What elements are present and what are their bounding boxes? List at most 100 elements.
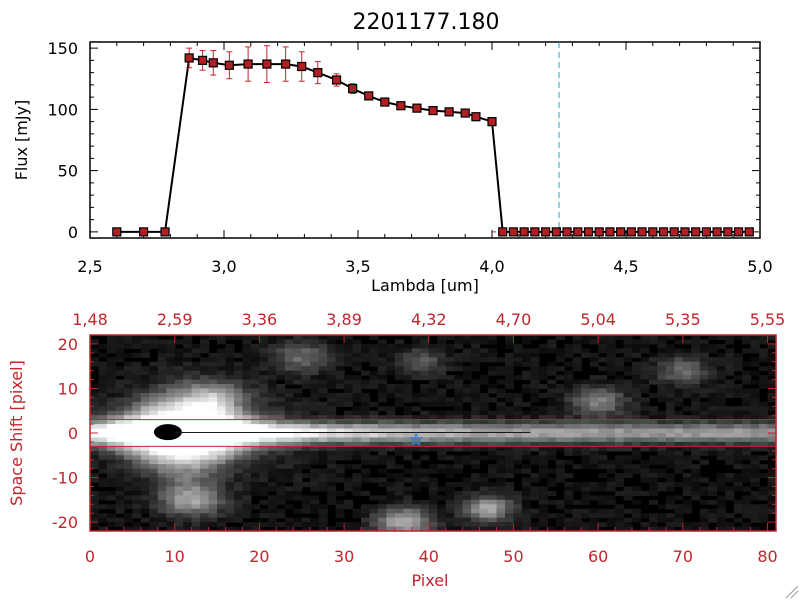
- image-pixel: [233, 504, 244, 510]
- image-pixel: [403, 388, 413, 394]
- image-pixel: [504, 375, 515, 381]
- image-pixel: [284, 388, 294, 394]
- image-pixel: [454, 361, 464, 367]
- image-pixel: [581, 508, 591, 514]
- image-pixel: [217, 384, 227, 390]
- image-pixel: [564, 401, 574, 407]
- image-pixel: [750, 415, 760, 421]
- image-pixel: [598, 495, 608, 501]
- image-pixel: [352, 366, 362, 372]
- image-pixel: [411, 482, 421, 488]
- image-pixel: [276, 473, 286, 479]
- data-point: [594, 227, 604, 237]
- image-pixel: [479, 437, 489, 443]
- image-pixel: [361, 446, 371, 452]
- image-pixel: [640, 428, 650, 434]
- image-pixel: [454, 437, 464, 443]
- image-pixel: [327, 433, 337, 439]
- image-pixel: [157, 513, 167, 519]
- image-pixel: [657, 415, 667, 421]
- image-pixel: [767, 357, 777, 363]
- image-pixel: [699, 419, 709, 425]
- image-pixel: [200, 370, 210, 376]
- image-pixel: [632, 419, 642, 425]
- image-pixel: [708, 428, 718, 434]
- image-pixel: [665, 335, 675, 341]
- image-pixel: [504, 459, 515, 465]
- resize-grip-icon[interactable]: [785, 585, 799, 599]
- image-pixel: [648, 428, 659, 434]
- image-pixel: [725, 495, 735, 501]
- image-pixel: [157, 441, 167, 447]
- image-pixel: [267, 370, 277, 376]
- image-pixel: [157, 499, 167, 505]
- image-pixel: [437, 464, 447, 470]
- image-pixel: [742, 437, 752, 443]
- image-pixel: [759, 339, 769, 345]
- image-pixel: [428, 513, 438, 519]
- image-pixel: [767, 490, 777, 496]
- image-pixel: [166, 486, 176, 492]
- image-pixel: [361, 522, 371, 528]
- image-pixel: [437, 361, 447, 367]
- image-pixel: [708, 499, 718, 505]
- image-pixel: [547, 415, 557, 421]
- image-pixel: [259, 401, 269, 407]
- image-pixel: [217, 486, 227, 492]
- image-pixel: [276, 335, 286, 341]
- image-pixel: [140, 428, 150, 434]
- image-pixel: [267, 499, 277, 505]
- spectrum-x-tick-label: 4,0: [479, 257, 504, 276]
- image-pixel: [437, 441, 447, 447]
- image-pixel: [115, 419, 125, 425]
- image-pixel: [377, 499, 388, 505]
- image-pixel: [284, 410, 294, 416]
- image-pixel: [572, 513, 582, 519]
- image-pixel: [530, 366, 540, 372]
- image-pixel: [479, 455, 489, 461]
- image-pixel: [767, 450, 777, 456]
- image-pixel: [149, 419, 159, 425]
- image-pixel: [208, 352, 218, 358]
- image-pixel: [191, 437, 201, 443]
- image-pixel: [318, 392, 328, 398]
- image-pixel: [132, 397, 142, 403]
- image-pixel: [623, 384, 633, 390]
- image-pixel: [115, 517, 125, 523]
- source-star-icon: [408, 431, 424, 446]
- image-pixel: [191, 450, 201, 456]
- image-pixel: [327, 366, 337, 372]
- image-pixel: [479, 379, 489, 385]
- image-pixel: [504, 490, 515, 496]
- image-pixel: [267, 508, 277, 514]
- image-y-tick-label: 0: [68, 424, 78, 443]
- image-pixel: [420, 415, 430, 421]
- image-pixel: [394, 526, 404, 532]
- image-pixel: [640, 424, 650, 430]
- image-pixel: [682, 433, 692, 439]
- image-pixel: [132, 526, 142, 532]
- image-pixel: [538, 504, 548, 510]
- image-pixel: [479, 410, 489, 416]
- image-pixel: [767, 415, 777, 421]
- image-pixel: [462, 504, 472, 510]
- image-pixel: [276, 455, 286, 461]
- image-pixel: [665, 361, 675, 367]
- image-pixel: [733, 352, 743, 358]
- image-pixel: [555, 437, 565, 443]
- image-pixel: [504, 513, 515, 519]
- image-pixel: [445, 401, 455, 407]
- image-pixel: [437, 508, 447, 514]
- image-pixel: [445, 499, 455, 505]
- image-pixel: [386, 513, 396, 519]
- image-pixel: [327, 486, 337, 492]
- image-pixel: [708, 401, 718, 407]
- image-pixel: [200, 424, 210, 430]
- image-pixel: [106, 397, 117, 403]
- image-pixel: [428, 428, 438, 434]
- image-pixel: [174, 415, 184, 421]
- image-pixel: [318, 450, 328, 456]
- image-pixel: [699, 486, 709, 492]
- image-pixel: [445, 366, 455, 372]
- image-pixel: [767, 446, 777, 452]
